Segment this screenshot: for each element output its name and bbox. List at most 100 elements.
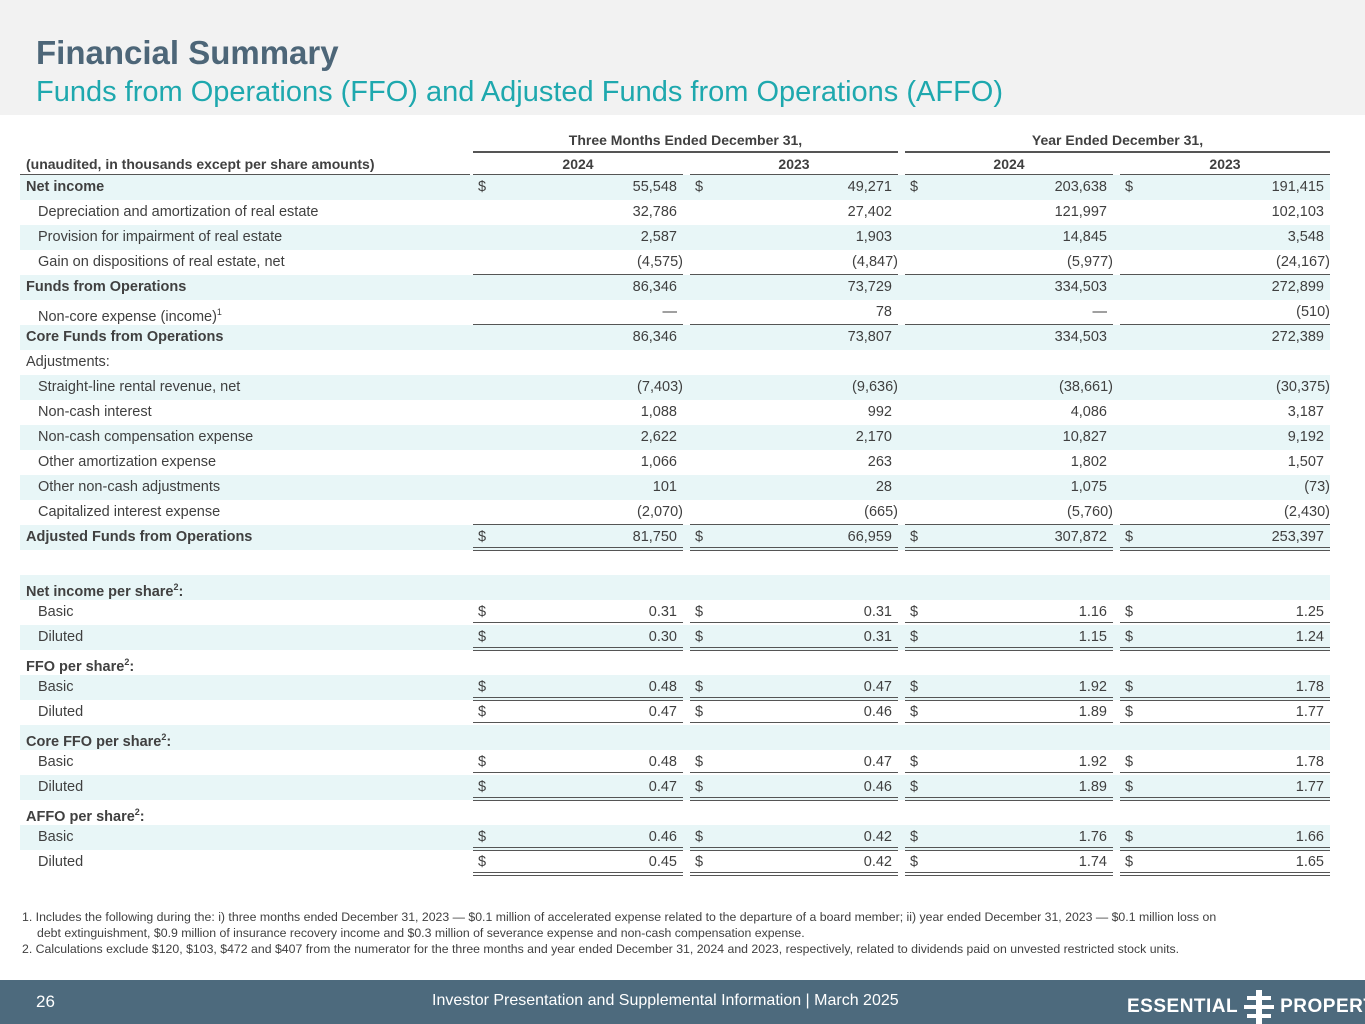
value-cell: 1,088	[473, 400, 683, 425]
value-cell: 27,402	[690, 200, 898, 225]
page-number: 26	[36, 992, 55, 1011]
row-label: Provision for impairment of real estate	[38, 225, 282, 250]
value-cell: $1.92	[905, 675, 1113, 701]
row-label-text: Diluted	[38, 854, 84, 870]
value: (5,977)	[1067, 254, 1113, 270]
currency-symbol: $	[1125, 754, 1134, 770]
value-cell: $81,750	[473, 525, 683, 551]
row-label-text: Basic	[38, 679, 74, 695]
value-cell: $0.47	[690, 675, 898, 701]
value-cell: $1.15	[905, 625, 1113, 651]
value-cell: $0.46	[473, 825, 683, 851]
value-cell: (2,430)	[1120, 500, 1330, 525]
row-label-text: Capitalized interest expense	[38, 504, 221, 520]
value-cell: $0.47	[473, 700, 683, 726]
value: 1.89	[1078, 779, 1107, 795]
value-cell: (38,661)	[905, 375, 1113, 400]
value-cell: 1,075	[905, 475, 1113, 500]
row-label: Core FFO per share2:	[26, 725, 171, 755]
value: 81,750	[632, 529, 677, 545]
currency-symbol: $	[695, 854, 704, 870]
row-label-text: Non-core expense (income)	[38, 308, 217, 325]
row-label-text: Core FFO per share	[26, 733, 162, 750]
value: 1.78	[1295, 754, 1324, 770]
currency-symbol: $	[478, 179, 487, 195]
row-label-text: Diluted	[38, 779, 84, 795]
table-row: Non-cash compensation expense 2,622 2,170 1…	[20, 425, 1330, 450]
value: 0.31	[648, 604, 677, 620]
value-cell: $1.65	[1120, 850, 1330, 876]
logo-text-left: ESSENTIAL	[1127, 996, 1239, 1017]
year-header: 2024	[993, 156, 1025, 172]
value: 28	[875, 479, 892, 495]
table-row: Diluted $0.45 $0.42 $1.74 $1.65	[20, 850, 1330, 876]
row-label: Diluted	[38, 775, 83, 800]
value: (9,636)	[852, 379, 898, 395]
value-cell: $0.48	[473, 750, 683, 776]
value: 0.42	[863, 829, 892, 845]
value: (2,430)	[1284, 504, 1330, 520]
value: 1.74	[1078, 854, 1107, 870]
value: 253,397	[1271, 529, 1324, 545]
value-cell: $49,271	[690, 175, 898, 200]
row-label: Net income	[26, 175, 104, 200]
group-underline	[905, 151, 1330, 153]
table-row: Diluted $0.47 $0.46 $1.89 $1.77	[20, 775, 1330, 801]
value-cell: 102,103	[1120, 200, 1330, 225]
value: 1,088	[640, 404, 677, 420]
value-cell: $1.92	[905, 750, 1113, 776]
value: 272,899	[1271, 279, 1324, 295]
value: 10,827	[1062, 429, 1107, 445]
value: 0.47	[648, 779, 677, 795]
value-cell: $253,397	[1120, 525, 1330, 551]
value-cell: 263	[690, 450, 898, 475]
currency-symbol: $	[695, 529, 704, 545]
company-logo: ESSENTIAL PROPERTIES	[1127, 990, 1365, 1024]
value: 32,786	[632, 204, 677, 220]
value: 0.47	[863, 754, 892, 770]
row-label: Adjusted Funds from Operations	[26, 525, 252, 550]
currency-symbol: $	[478, 829, 487, 845]
row-label: Diluted	[38, 625, 83, 650]
value-cell: (9,636)	[690, 375, 898, 400]
footnote-2: 2. Calculations exclude $120, $103, $472…	[22, 942, 1180, 956]
currency-symbol: $	[1125, 529, 1134, 545]
value-cell: 1,802	[905, 450, 1113, 475]
currency-symbol: $	[695, 754, 704, 770]
currency-symbol: $	[910, 779, 919, 795]
table-row: Core Funds from Operations 86,346 73,807 33…	[20, 325, 1330, 350]
value: 1,802	[1070, 454, 1107, 470]
row-label-text: FFO per share	[26, 658, 125, 675]
logo-mark-icon	[1244, 990, 1275, 1024]
value-cell: (24,167)	[1120, 250, 1330, 275]
table-row: Other non-cash adjustments 101 28 1,075 (73)	[20, 475, 1330, 500]
row-label: Adjustments:	[26, 350, 110, 375]
value: 0.46	[863, 779, 892, 795]
value-cell: (665)	[690, 500, 898, 525]
table-row: Basic $0.48 $0.47 $1.92 $1.78	[20, 675, 1330, 701]
row-label-text: Adjustments:	[26, 354, 110, 370]
value-cell: (5,760)	[905, 500, 1113, 525]
group-header-year: Year Ended December 31,	[1031, 132, 1204, 148]
value-cell: 73,807	[690, 325, 898, 350]
row-label: Non-cash compensation expense	[38, 425, 253, 450]
value: 203,638	[1054, 179, 1107, 195]
value: 0.31	[863, 629, 892, 645]
value-cell: $0.31	[690, 600, 898, 626]
value-cell: 272,389	[1120, 325, 1330, 350]
value: 3,548	[1287, 229, 1324, 245]
table-row: Diluted $0.30 $0.31 $1.15 $1.24	[20, 625, 1330, 651]
row-label-text: Core Funds from Operations	[26, 329, 224, 345]
table-row: Non-core expense (income)1 — 78 — (510)	[20, 300, 1330, 325]
value-cell: 272,899	[1120, 275, 1330, 300]
value-cell: $0.47	[473, 775, 683, 801]
value-cell: 14,845	[905, 225, 1113, 250]
value: 0.47	[863, 679, 892, 695]
value: 1.24	[1295, 629, 1324, 645]
value-cell: $1.24	[1120, 625, 1330, 651]
row-label: Non-core expense (income)1	[38, 300, 222, 330]
row-label-text: Straight-line rental revenue, net	[38, 379, 241, 395]
page-subtitle: Funds from Operations (FFO) and Adjusted…	[36, 76, 1004, 108]
footnote-1-cont: debt extinguishment, $0.9 million of ins…	[37, 926, 805, 940]
table-row: Basic $0.48 $0.47 $1.92 $1.78	[20, 750, 1330, 776]
